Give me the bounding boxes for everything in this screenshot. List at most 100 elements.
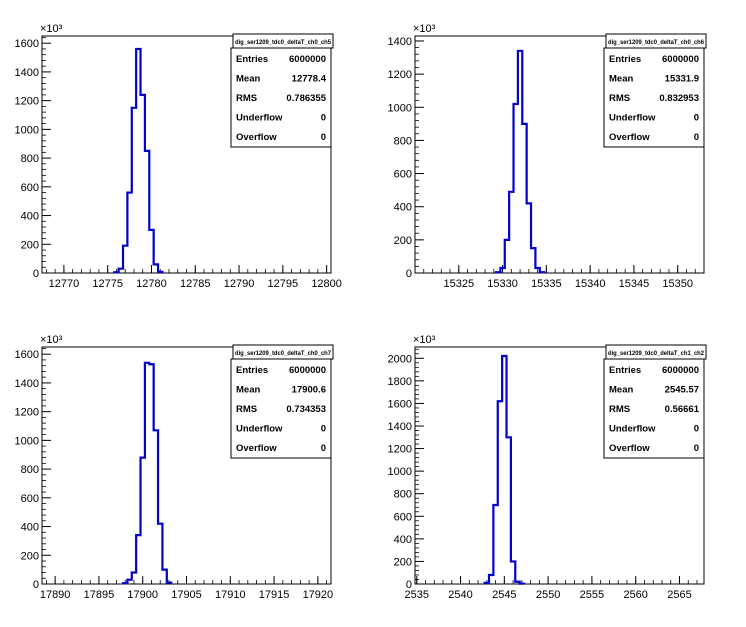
stats-value: 12778.4 — [292, 74, 327, 85]
stats-value: 0 — [694, 132, 699, 143]
stats-label: Underflow — [236, 424, 283, 435]
stats-value: 6000000 — [662, 54, 699, 65]
x-tick-label: 12775 — [92, 278, 123, 290]
y-tick-label: 1000 — [15, 435, 39, 447]
y-tick-label: 0 — [406, 579, 412, 591]
y-tick-label: 1000 — [388, 102, 412, 114]
y-tick-label: 1000 — [15, 124, 39, 136]
stats-label: RMS — [609, 93, 630, 104]
stats-label: Entries — [236, 54, 268, 65]
y-tick-label: 200 — [394, 556, 412, 568]
stats-label: Mean — [609, 385, 633, 396]
stats-value: 6000000 — [289, 365, 326, 376]
y-tick-label: 1400 — [388, 36, 412, 48]
stats-value: 0 — [694, 113, 699, 124]
y-tick-label: 200 — [394, 235, 412, 247]
x-tick-label: 2545 — [492, 589, 516, 601]
stats-value: 0 — [321, 424, 326, 435]
stats-label: Overflow — [609, 132, 650, 143]
y-tick-label: 1400 — [15, 67, 39, 79]
x-tick-label: 12770 — [49, 278, 80, 290]
stats-label: Overflow — [609, 443, 650, 454]
x-tick-label: 2560 — [623, 589, 647, 601]
x-tick-label: 2540 — [448, 589, 472, 601]
stats-value: 0.734353 — [286, 404, 326, 415]
stats-label: Entries — [609, 54, 641, 65]
stats-value: 0.56661 — [665, 404, 700, 415]
y-tick-label: 600 — [394, 511, 412, 523]
y-tick-label: 1200 — [388, 444, 412, 456]
x-tick-label: 12785 — [180, 278, 211, 290]
x-tick-label: 15325 — [443, 278, 474, 290]
stats-value: 0 — [321, 443, 326, 454]
y-tick-label: 0 — [33, 268, 39, 280]
histogram-series-line — [485, 356, 524, 584]
y-tick-label: 600 — [21, 182, 39, 194]
y-multiplier-label: ×10³ — [413, 334, 436, 346]
stats-label: Mean — [236, 385, 260, 396]
stats-value: 6000000 — [662, 365, 699, 376]
stats-label: RMS — [236, 93, 257, 104]
y-tick-label: 1200 — [15, 96, 39, 108]
x-tick-label: 2555 — [580, 589, 604, 601]
histogram-series-line — [123, 363, 171, 584]
x-tick-label: 12780 — [136, 278, 167, 290]
x-tick-label: 12795 — [268, 278, 299, 290]
y-tick-label: 1600 — [15, 349, 39, 361]
y-tick-label: 800 — [21, 464, 39, 476]
y-tick-label: 800 — [394, 489, 412, 501]
x-tick-label: 17905 — [171, 589, 202, 601]
histogram-series-line — [114, 49, 162, 273]
stats-label: Mean — [236, 74, 260, 85]
y-tick-label: 400 — [394, 534, 412, 546]
x-tick-label: 17895 — [84, 589, 115, 601]
y-tick-label: 800 — [394, 135, 412, 147]
stats-label: Underflow — [609, 424, 656, 435]
stats-label: Entries — [609, 365, 641, 376]
stats-value: 0.832953 — [659, 93, 699, 104]
stats-value: 0 — [694, 424, 699, 435]
stats-label: Overflow — [236, 132, 277, 143]
y-tick-label: 1800 — [388, 376, 412, 388]
x-tick-label: 17890 — [40, 589, 71, 601]
y-tick-label: 1200 — [388, 69, 412, 81]
x-tick-label: 15345 — [619, 278, 650, 290]
x-tick-label: 17915 — [259, 589, 290, 601]
stats-value: 2545.57 — [665, 385, 699, 396]
stats-value: 15331.9 — [665, 74, 699, 85]
y-tick-label: 1000 — [388, 466, 412, 478]
stats-label: RMS — [236, 404, 257, 415]
y-tick-label: 600 — [394, 169, 412, 181]
y-tick-label: 200 — [21, 239, 39, 251]
stats-value: 0 — [694, 443, 699, 454]
y-tick-label: 800 — [21, 153, 39, 165]
y-tick-label: 0 — [33, 579, 39, 591]
x-tick-label: 17920 — [303, 589, 334, 601]
x-tick-label: 17900 — [127, 589, 158, 601]
y-multiplier-label: ×10³ — [40, 334, 63, 346]
y-tick-label: 200 — [21, 550, 39, 562]
x-tick-label: 2565 — [667, 589, 691, 601]
y-tick-label: 400 — [394, 202, 412, 214]
y-tick-label: 1200 — [15, 407, 39, 419]
stats-value: 6000000 — [289, 54, 326, 65]
y-tick-label: 1400 — [15, 378, 39, 390]
stats-label: Overflow — [236, 443, 277, 454]
histogram-title: dig_ser1209_tdc0_deltaT_ch0_ch5 — [235, 39, 332, 46]
x-tick-label: 2550 — [536, 589, 560, 601]
stats-value: 0 — [321, 132, 326, 143]
stats-value: 0.786355 — [286, 93, 326, 104]
y-tick-label: 400 — [21, 211, 39, 223]
histogram-title: dig_ser1209_tdc0_deltaT_ch0_ch6 — [608, 39, 705, 46]
y-multiplier-label: ×10³ — [40, 23, 63, 35]
x-tick-label: 12790 — [224, 278, 255, 290]
y-tick-label: 0 — [406, 268, 412, 280]
x-tick-label: 15350 — [662, 278, 693, 290]
y-tick-label: 600 — [21, 493, 39, 505]
stats-label: Underflow — [609, 113, 656, 124]
y-multiplier-label: ×10³ — [413, 23, 436, 35]
